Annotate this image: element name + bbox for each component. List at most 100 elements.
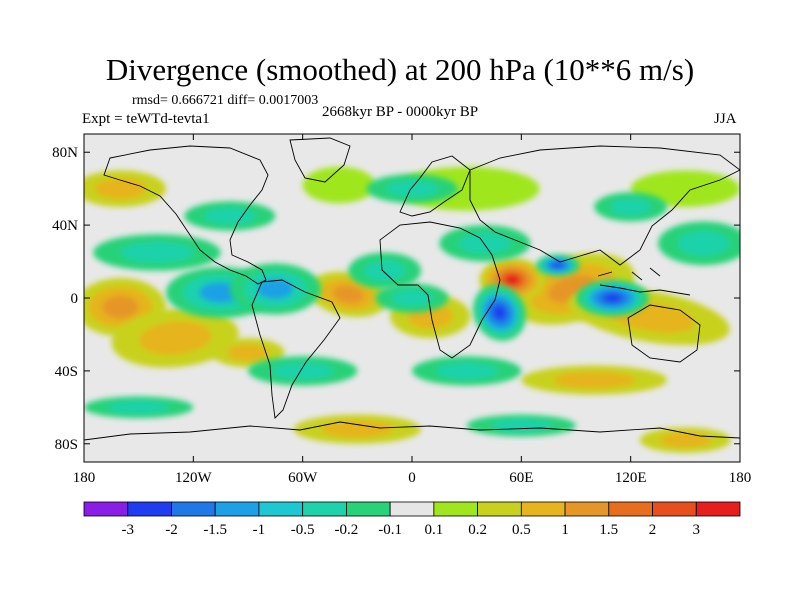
colorbar-swatch bbox=[695, 501, 741, 517]
field-contour bbox=[459, 233, 511, 254]
field-contour bbox=[659, 432, 712, 448]
colorbar-label: -1 bbox=[253, 522, 266, 538]
coastlines bbox=[84, 137, 740, 441]
field-blob bbox=[247, 356, 358, 386]
field-blob bbox=[184, 201, 276, 231]
field-contour bbox=[302, 166, 376, 204]
colorbar-label: 1 bbox=[561, 522, 569, 538]
colorbar-label: -0.5 bbox=[291, 522, 315, 538]
field-contour bbox=[204, 207, 256, 225]
field-contour bbox=[94, 178, 147, 199]
field-blob bbox=[466, 414, 576, 437]
divergence-field bbox=[84, 166, 740, 453]
colorbar-swatch bbox=[258, 501, 304, 517]
field-blob bbox=[84, 396, 194, 419]
coastline-north-america bbox=[103, 145, 269, 285]
period-label: 2668kyr BP - 0000kyr BP bbox=[322, 104, 479, 120]
field-contour bbox=[553, 371, 636, 389]
colorbar-label: -0.2 bbox=[335, 522, 359, 538]
field-blob bbox=[348, 252, 422, 289]
colorbar-swatch bbox=[477, 501, 522, 517]
field-blob bbox=[576, 279, 649, 317]
lat-tick-label: 80S bbox=[55, 437, 78, 453]
colorbar-swatch bbox=[389, 501, 435, 517]
colorbar-swatch bbox=[214, 501, 260, 517]
colorbar-label: -0.1 bbox=[378, 522, 402, 538]
lat-tick-label: 0 bbox=[71, 291, 79, 307]
longitude-axis: 180 120W 60W 0 60E 120E 180 bbox=[73, 134, 752, 486]
stats-text: rmsd= 0.666721 diff= 0.0017003 bbox=[132, 93, 319, 108]
field-blob bbox=[439, 225, 531, 262]
colorbar-swatch bbox=[564, 501, 610, 517]
field-contour bbox=[257, 278, 294, 299]
field-blob bbox=[535, 254, 580, 277]
field-contour bbox=[120, 242, 193, 263]
colorbar-swatch bbox=[127, 501, 172, 517]
colorbar-label: 3 bbox=[693, 522, 701, 538]
field-blob bbox=[84, 170, 166, 207]
field-blob bbox=[412, 356, 522, 386]
coastline-australia bbox=[627, 304, 701, 363]
field-blob bbox=[111, 308, 239, 368]
colorbar-label: -1.5 bbox=[203, 522, 227, 538]
coastline-africa bbox=[379, 221, 501, 359]
colorbar-label: -2 bbox=[165, 522, 178, 538]
field-contour bbox=[603, 293, 622, 303]
coastline-south-america bbox=[251, 279, 341, 419]
coastline-antarctica bbox=[84, 421, 740, 441]
lon-tick-label: 60E bbox=[509, 470, 533, 486]
field-contour bbox=[677, 230, 730, 256]
field-blob bbox=[639, 427, 731, 453]
colorbar: -3 -2 -1.5 -1 -0.5 -0.2 -0.1 0.1 0.2 0.5 1 1.5 2 3 bbox=[83, 501, 741, 538]
lon-tick-label: 0 bbox=[408, 470, 416, 486]
field-blob bbox=[658, 221, 740, 266]
field-contour bbox=[610, 198, 652, 216]
field-contour bbox=[139, 321, 212, 355]
field-contour bbox=[364, 260, 406, 281]
field-contour bbox=[386, 180, 438, 197]
field-blob bbox=[594, 192, 668, 222]
field-contour bbox=[271, 362, 334, 380]
lon-tick-label: 120E bbox=[615, 470, 647, 486]
field-blob bbox=[93, 234, 221, 271]
lat-tick-label: 40S bbox=[55, 364, 78, 380]
colorbar-swatch bbox=[520, 501, 566, 517]
field-blob bbox=[302, 166, 376, 204]
field-contour bbox=[332, 285, 364, 304]
colorbar-swatch bbox=[171, 501, 216, 517]
field-blob bbox=[366, 174, 458, 204]
field-blob bbox=[211, 338, 285, 368]
colorbar-swatch bbox=[433, 501, 479, 517]
colorbar-label: 2 bbox=[649, 522, 657, 538]
colorbar-swatch bbox=[83, 501, 129, 517]
lon-tick-label: 180 bbox=[729, 470, 752, 486]
figure-title: Divergence (smoothed) at 200 hPa (10**6 … bbox=[105, 52, 695, 87]
colorbar-label: 1.5 bbox=[599, 522, 618, 538]
field-blob bbox=[375, 283, 449, 313]
colorbar-swatch bbox=[608, 501, 653, 517]
season-label: JJA bbox=[714, 111, 737, 127]
lon-tick-label: 180 bbox=[73, 470, 96, 486]
field-contour bbox=[552, 262, 564, 268]
colorbar-label: 0.1 bbox=[424, 522, 443, 538]
lon-tick-label: 60W bbox=[288, 470, 318, 486]
field-contour bbox=[490, 419, 553, 432]
field-contour bbox=[504, 274, 521, 286]
field-contour bbox=[492, 305, 506, 320]
field-contour bbox=[107, 401, 170, 414]
field-contour bbox=[321, 420, 394, 438]
experiment-label: Expt = teWTd-tevta1 bbox=[82, 111, 210, 127]
field-blob bbox=[472, 284, 526, 341]
field-contour bbox=[102, 295, 139, 319]
coastline-asia bbox=[469, 145, 740, 266]
latitude-axis: 80N 40N 0 40S 80S bbox=[52, 145, 740, 453]
field-blob bbox=[521, 365, 668, 395]
field-blob bbox=[229, 263, 321, 315]
field-contour bbox=[391, 289, 433, 307]
lat-tick-label: 80N bbox=[52, 145, 78, 161]
colorbar-swatch bbox=[302, 501, 347, 517]
field-blob bbox=[293, 414, 422, 444]
colorbar-swatch bbox=[345, 501, 391, 517]
field-contour bbox=[227, 344, 269, 361]
